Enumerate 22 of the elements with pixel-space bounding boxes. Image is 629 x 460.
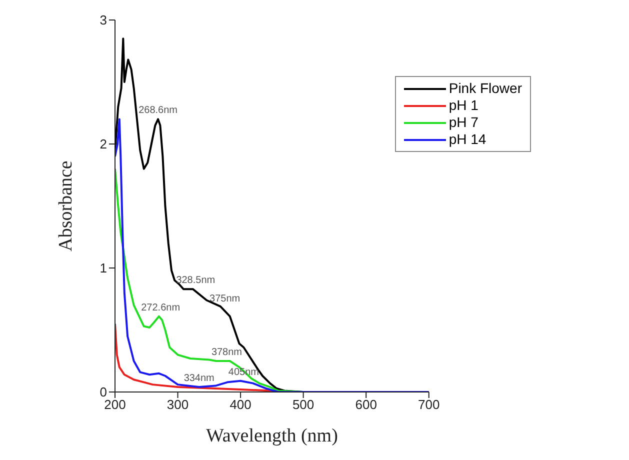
annotation: 378nm xyxy=(211,347,242,358)
x-tick-label: 700 xyxy=(418,397,440,412)
y-tick-label: 1 xyxy=(100,260,107,276)
x-axis-title: Wavelength (nm) xyxy=(206,425,338,446)
annotation: 334nm xyxy=(184,373,214,384)
y-tick-label: 2 xyxy=(100,136,107,152)
y-tick-label: 3 xyxy=(100,12,107,28)
x-tick-label: 500 xyxy=(292,397,314,412)
y-tick-label: 0 xyxy=(100,384,107,400)
x-tick-label: 300 xyxy=(166,397,189,412)
legend-label: pH 7 xyxy=(448,114,478,131)
x-tick-label: 600 xyxy=(355,397,377,412)
y-axis-title: Absorbance xyxy=(56,160,77,252)
annotation: 375nm xyxy=(210,294,240,305)
legend-label: pH 1 xyxy=(448,97,478,114)
annotation: 268.6nm xyxy=(138,105,178,116)
legend-label: pH 14 xyxy=(448,131,486,148)
x-tick-label: 400 xyxy=(230,397,252,412)
x-tick-label: 200 xyxy=(104,397,126,412)
annotation: 272.6nm xyxy=(141,302,180,314)
legend-label: Pink Flower xyxy=(448,80,522,97)
annotation: 328.5nm xyxy=(176,275,216,286)
